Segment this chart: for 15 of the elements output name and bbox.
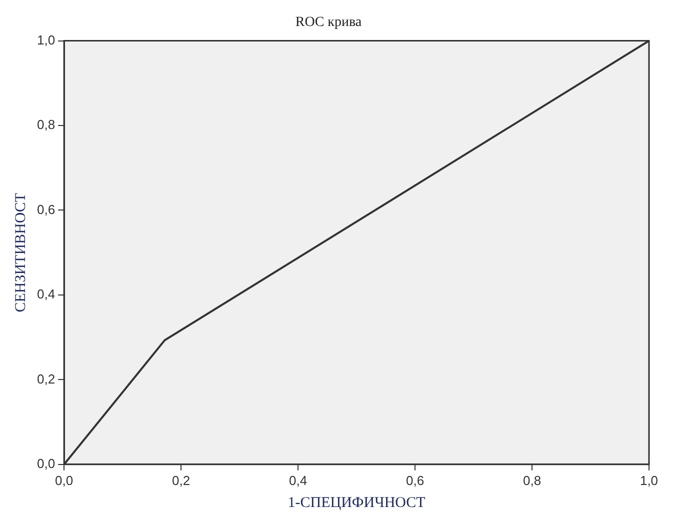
y-tick-label: 1,0 xyxy=(36,32,56,48)
x-tick-label: 0,6 xyxy=(406,472,424,488)
x-tick-label: 0,8 xyxy=(522,472,542,488)
y-tick-label: 0,0 xyxy=(36,456,56,471)
y-tick-label: 0,8 xyxy=(36,117,56,132)
y-tick-label: 0,4 xyxy=(36,286,56,302)
x-tick-label: 1,0 xyxy=(640,472,658,488)
x-tick-label: 0,4 xyxy=(289,472,308,488)
x-axis-title: 1-СПЕЦИФИЧНОСТ xyxy=(288,494,426,511)
x-tick-label: 0,0 xyxy=(55,472,74,488)
y-tick-label: 0,6 xyxy=(36,202,56,217)
y-axis-title: СЕНЗИТИВНОСТ xyxy=(12,192,29,312)
chart-title: ROC крива xyxy=(295,15,362,30)
x-tick-label: 0,2 xyxy=(172,472,190,488)
y-tick-label: 0,2 xyxy=(36,371,56,386)
